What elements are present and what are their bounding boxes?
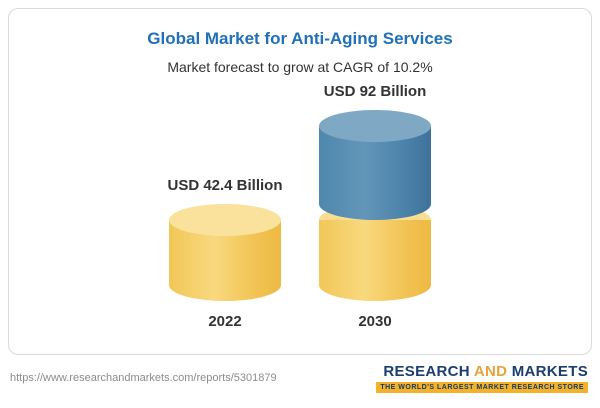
- chart-subtitle: Market forecast to grow at CAGR of 10.2%: [167, 59, 433, 75]
- chart-title: Global Market for Anti-Aging Services: [147, 29, 453, 48]
- bar-2022-category-label: 2022: [208, 312, 242, 330]
- footer: https://www.researchandmarkets.com/repor…: [0, 363, 600, 393]
- research-and-markets-logo: RESEARCH AND MARKETS THE WORLD'S LARGEST…: [376, 363, 588, 393]
- logo-tagline: THE WORLD'S LARGEST MARKET RESEARCH STOR…: [376, 382, 588, 393]
- report-url-link[interactable]: https://www.researchandmarkets.com/repor…: [10, 372, 277, 384]
- bar-2022-value-label: USD 42.4 Billion: [167, 177, 283, 195]
- cylinder-2030-top-cap: [319, 110, 431, 142]
- logo-wordmark: RESEARCH AND MARKETS: [383, 363, 588, 380]
- cylinder-2022-top-cap: [169, 204, 281, 237]
- logo-word-markets: MARKETS: [511, 363, 588, 380]
- bar-2030-category-label: 2030: [358, 312, 392, 330]
- logo-word-research: RESEARCH: [383, 363, 474, 380]
- bar-2022: USD 42.4 Billion 2022: [167, 177, 283, 330]
- chart-plot-area: USD 42.4 Billion 2022 USD 92 Billion 203…: [167, 83, 431, 330]
- logo-word-and: AND: [473, 363, 512, 380]
- bar-2030: USD 92 Billion 2030: [319, 83, 431, 330]
- bar-2030-value-label: USD 92 Billion: [323, 83, 427, 100]
- cylinder-2030: [319, 110, 431, 301]
- cylinder-2022: [169, 204, 281, 301]
- chart-card: Global Market for Anti-Aging Services Ma…: [8, 8, 592, 355]
- cylinder-2030-yellow-body: [319, 220, 431, 301]
